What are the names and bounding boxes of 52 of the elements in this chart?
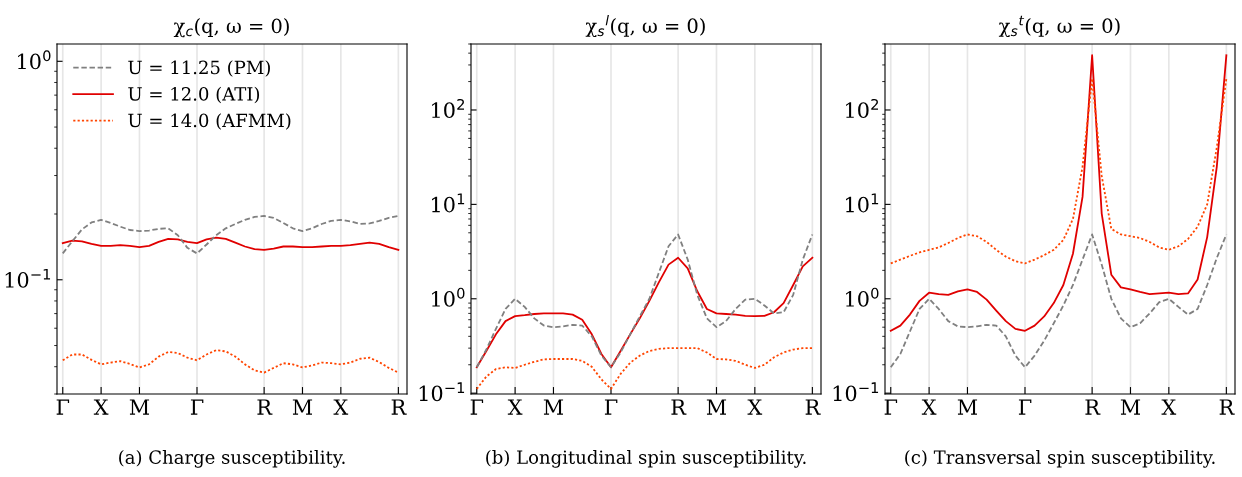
y-tick-label: 10$^{−1}$ bbox=[5, 268, 51, 288]
text: (b) Longitudinal spin susceptibility. bbox=[486, 450, 806, 468]
x-tick-label: M bbox=[129, 399, 150, 415]
y-tick-label: 10$^{0}$ bbox=[432, 287, 465, 307]
y-tick-label: 10$^{0}$ bbox=[18, 50, 51, 70]
x-tick-label: X bbox=[921, 399, 937, 415]
x-tick-label: R bbox=[391, 399, 407, 415]
x-tick-label: R bbox=[257, 399, 273, 415]
line-series bbox=[61, 236, 400, 251]
text: (c) Transversal spin susceptibility. bbox=[905, 450, 1215, 468]
x-tick-label: X bbox=[507, 399, 523, 415]
x-tick-label: Γ bbox=[56, 399, 70, 415]
line-series bbox=[61, 215, 400, 255]
x-tick-label: X bbox=[93, 399, 109, 415]
chart-title: χ$_{s}$$^{l}$(q, ω = 0) bbox=[585, 15, 705, 38]
x-tick-label: X bbox=[747, 399, 763, 415]
legend-label: U = 11.25 (PM) bbox=[128, 60, 270, 77]
line-series bbox=[475, 233, 814, 369]
line-series bbox=[61, 349, 400, 374]
x-tick-label: Γ bbox=[884, 399, 898, 415]
x-tick-label: M bbox=[706, 399, 727, 415]
y-tick-label: 10$^{−1}$ bbox=[419, 382, 465, 402]
x-tick-label: R bbox=[805, 399, 821, 415]
x-tick-label: X bbox=[1161, 399, 1177, 415]
legend-label: U = 12.0 (ATI) bbox=[128, 86, 260, 104]
y-tick-label: 10$^{1}$ bbox=[432, 193, 465, 213]
line-series bbox=[475, 256, 814, 369]
y-tick-label: 10$^{2}$ bbox=[432, 98, 464, 119]
x-tick-label: M bbox=[292, 399, 313, 415]
line-series bbox=[889, 77, 1228, 265]
x-tick-label: R bbox=[1085, 399, 1101, 415]
chart-title: χ$_{s}$$^{t}$(q, ω = 0) bbox=[998, 15, 1120, 38]
y-tick-label: 10$^{−1}$ bbox=[833, 382, 879, 402]
line-series bbox=[889, 233, 1228, 369]
line-series bbox=[889, 54, 1228, 332]
line-series bbox=[475, 347, 814, 390]
y-tick-label: 10$^{0}$ bbox=[846, 287, 879, 307]
text: (a) Charge susceptibility. bbox=[119, 450, 345, 468]
chart-title: χ$_{c}$(q, ω = 0) bbox=[173, 18, 289, 38]
x-tick-label: R bbox=[1219, 399, 1235, 415]
x-tick-label: M bbox=[957, 399, 978, 415]
x-tick-label: M bbox=[1120, 399, 1141, 415]
x-tick-label: R bbox=[671, 399, 687, 415]
x-tick-label: M bbox=[543, 399, 564, 415]
x-tick-label: X bbox=[333, 399, 349, 415]
legend-label: U = 14.0 (AFMM) bbox=[128, 113, 291, 130]
y-tick-label: 10$^{1}$ bbox=[846, 193, 879, 213]
y-tick-label: 10$^{2}$ bbox=[846, 98, 878, 119]
x-tick-label: Γ bbox=[1018, 399, 1032, 415]
x-tick-label: Γ bbox=[190, 399, 204, 415]
x-tick-label: Γ bbox=[604, 399, 618, 415]
x-tick-label: Γ bbox=[470, 399, 484, 415]
